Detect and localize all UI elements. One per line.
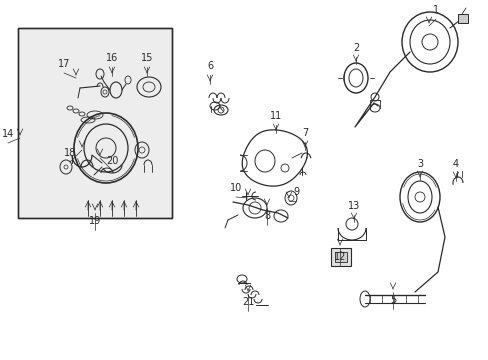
- Text: 10: 10: [229, 183, 242, 193]
- Text: 6: 6: [206, 61, 213, 71]
- Text: 5: 5: [389, 295, 395, 305]
- Bar: [457, 14, 467, 23]
- Bar: [330, 248, 350, 266]
- Text: 3: 3: [416, 159, 422, 169]
- Text: 9: 9: [292, 187, 299, 197]
- Text: 18: 18: [64, 148, 76, 158]
- Bar: [18, 28, 172, 218]
- Text: 7: 7: [301, 128, 307, 138]
- Text: 13: 13: [347, 201, 359, 211]
- Text: 4: 4: [452, 159, 458, 169]
- Text: 2: 2: [352, 43, 358, 53]
- Text: 1: 1: [432, 5, 438, 15]
- Text: 15: 15: [141, 53, 153, 63]
- Text: 17: 17: [58, 59, 70, 69]
- Text: 20: 20: [105, 156, 118, 166]
- Text: 21: 21: [242, 297, 254, 307]
- Text: 12: 12: [333, 252, 346, 262]
- Bar: [334, 252, 346, 262]
- Text: 14: 14: [2, 129, 14, 139]
- Text: 8: 8: [264, 211, 269, 221]
- Text: 11: 11: [269, 111, 282, 121]
- Text: 16: 16: [106, 53, 118, 63]
- Bar: [18, 28, 172, 218]
- Text: 19: 19: [89, 216, 101, 226]
